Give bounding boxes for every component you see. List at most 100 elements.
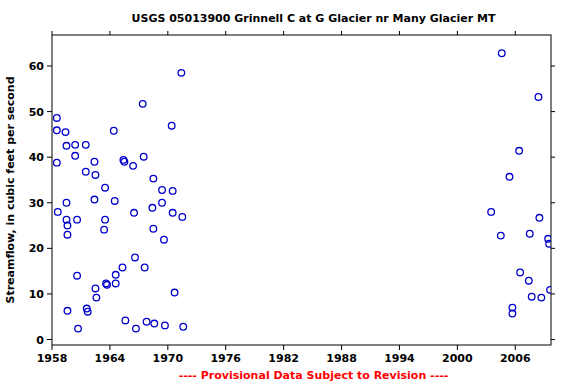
x-tick	[457, 345, 458, 350]
point	[54, 127, 61, 134]
points	[54, 50, 551, 332]
point	[150, 175, 157, 182]
point	[91, 158, 98, 165]
point	[150, 225, 157, 232]
point	[130, 163, 137, 170]
point	[104, 282, 111, 289]
point	[517, 269, 524, 276]
point	[92, 285, 99, 292]
y-tick	[47, 111, 52, 112]
point	[488, 209, 495, 216]
y-tick-label: 10	[29, 288, 45, 301]
point	[536, 215, 543, 222]
point	[180, 323, 187, 330]
point	[169, 209, 176, 216]
footnote: ---- Provisional Data Subject to Revisio…	[179, 369, 449, 382]
y-tick	[47, 339, 52, 340]
y-tick-right	[551, 293, 555, 294]
point	[509, 310, 516, 317]
y-tick-label: 20	[29, 242, 45, 255]
x-tick-label: 1976	[210, 352, 241, 365]
y-tick	[47, 293, 52, 294]
point	[498, 50, 505, 57]
point	[74, 216, 81, 223]
point	[82, 142, 89, 149]
x-tick	[341, 345, 342, 350]
x-tick-label: 2000	[442, 352, 473, 365]
x-tick-label: 1994	[384, 352, 415, 365]
y-tick	[47, 202, 52, 203]
point	[54, 115, 61, 122]
title: USGS 05013900 Grinnell C at G Glacier nr…	[132, 12, 496, 25]
x-tick	[225, 345, 226, 350]
point	[122, 317, 129, 324]
point	[72, 142, 79, 149]
y-tick-right	[551, 66, 555, 67]
point	[168, 122, 175, 129]
y-tick-right	[551, 111, 555, 112]
point	[139, 101, 146, 108]
point	[498, 232, 505, 239]
x-tick-top	[399, 31, 400, 35]
x-tick	[52, 345, 53, 350]
point	[140, 153, 147, 160]
x-tick-label: 1988	[326, 352, 357, 365]
point	[546, 240, 551, 247]
point	[75, 325, 82, 332]
point	[63, 199, 70, 206]
point	[161, 236, 168, 243]
y-tick-label: 60	[29, 60, 45, 73]
point	[526, 230, 533, 237]
x-tick	[399, 345, 400, 350]
y-tick	[47, 248, 52, 249]
point	[506, 173, 513, 180]
point	[178, 70, 185, 77]
chart: 1958196419701976198219881994200020060102…	[0, 0, 576, 384]
point	[93, 294, 100, 301]
point	[133, 325, 140, 332]
point	[179, 214, 186, 221]
x-tick	[109, 345, 110, 350]
point	[547, 287, 551, 294]
x-tick	[167, 345, 168, 350]
point	[159, 187, 166, 194]
point	[102, 184, 109, 191]
point	[74, 272, 81, 279]
y-axis-label: Streamflow, in cubic feet per second	[4, 76, 17, 303]
point	[101, 226, 108, 233]
point	[82, 168, 89, 175]
y-tick-right	[551, 339, 555, 340]
x-tick	[283, 345, 284, 350]
y-tick-label: 30	[29, 197, 45, 210]
point	[121, 158, 128, 165]
x-tick-top	[515, 31, 516, 35]
x-tick-top	[52, 31, 53, 35]
point	[102, 216, 109, 223]
x-tick-label: 2006	[500, 352, 531, 365]
point	[54, 159, 61, 166]
point	[72, 153, 79, 160]
y-tick-label: 50	[29, 106, 45, 119]
point	[131, 209, 138, 216]
y-tick-right	[551, 248, 555, 249]
point	[169, 188, 176, 195]
y-tick-label: 0	[36, 334, 44, 347]
point	[62, 129, 69, 136]
point	[151, 320, 158, 327]
point	[92, 172, 99, 179]
point	[141, 264, 148, 271]
y-tick	[47, 157, 52, 158]
point	[112, 271, 119, 278]
y-tick-label: 40	[29, 151, 45, 164]
point	[110, 127, 117, 134]
point	[84, 308, 91, 315]
x-tick-top	[341, 31, 342, 35]
x-tick	[515, 345, 516, 350]
point	[63, 142, 70, 149]
x-tick-label: 1970	[153, 352, 184, 365]
point	[112, 280, 119, 287]
point	[535, 94, 542, 101]
x-tick-label: 1958	[37, 352, 68, 365]
point	[111, 198, 118, 205]
point	[64, 222, 71, 229]
